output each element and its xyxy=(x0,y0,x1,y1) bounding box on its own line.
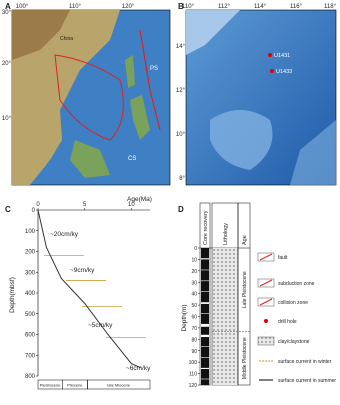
y-tick-label: 400 xyxy=(25,291,36,297)
y-tick-label: 0 xyxy=(194,246,197,252)
y-tick-label: 300 xyxy=(25,270,36,276)
lat-tick: 8° xyxy=(179,176,185,182)
y-tick-label: 200 xyxy=(25,250,36,256)
y-tick-label: 40 xyxy=(191,292,197,298)
lat-tick: 30° xyxy=(2,10,12,16)
x-tick-label: 5 xyxy=(83,202,87,208)
epoch-box xyxy=(87,379,151,390)
y-tick-label: 700 xyxy=(25,353,36,359)
legend-symbol xyxy=(259,298,273,306)
y-axis-label: Depth(mbsf) xyxy=(9,277,16,313)
lat-tick: 14° xyxy=(176,44,186,50)
x-tick-label: 10 xyxy=(128,202,135,208)
column-header: Core recovery xyxy=(203,210,209,245)
legend-label: subduction zone xyxy=(278,281,315,287)
column-header: Lithology xyxy=(223,223,229,245)
lat-tick: 10° xyxy=(2,116,12,122)
lat-tick: 20° xyxy=(2,61,12,67)
legend-label: fault xyxy=(278,255,288,261)
legend-symbol xyxy=(264,319,268,323)
y-tick-label: 50 xyxy=(191,303,197,309)
core xyxy=(201,281,209,292)
lon-tick: 114° xyxy=(254,4,267,10)
legend-symbol xyxy=(257,336,275,346)
lon-tick: 118° xyxy=(324,4,337,10)
core xyxy=(201,270,209,281)
y-tick-label: 100 xyxy=(25,229,36,235)
lon-tick: 100° xyxy=(16,4,29,10)
rate-label: ~20cm/ky xyxy=(50,231,79,238)
core xyxy=(201,337,209,347)
legend-label: surface current in winter xyxy=(278,359,332,365)
core xyxy=(201,326,209,335)
y-tick-label: 90 xyxy=(191,349,197,355)
lat-tick: 12° xyxy=(176,88,186,94)
legend-symbol xyxy=(259,279,273,287)
rate-label: ~9cm/ky xyxy=(70,267,95,274)
legend-label: drill hole xyxy=(278,319,297,325)
y-tick-label: 110 xyxy=(189,372,197,378)
core xyxy=(201,259,209,270)
column-header: Age xyxy=(242,235,248,245)
legend-box xyxy=(257,278,275,288)
y-tick-label: 120 xyxy=(189,383,198,389)
map-a xyxy=(11,9,171,186)
legend-box xyxy=(257,252,275,262)
lon-tick: 116° xyxy=(290,4,303,10)
y-tick-label: 500 xyxy=(25,312,36,318)
y-tick-label: 70 xyxy=(191,326,197,332)
panel-letter: D xyxy=(178,205,184,214)
lon-tick: 110° xyxy=(69,4,82,10)
legend-symbol xyxy=(259,253,273,261)
core xyxy=(201,313,209,324)
y-tick-label: 60 xyxy=(191,315,197,321)
core xyxy=(201,248,209,259)
core xyxy=(201,369,209,379)
panel-letter: C xyxy=(5,205,11,214)
epoch-label: late Miocene xyxy=(107,383,130,388)
y-tick-label: 30 xyxy=(191,280,197,286)
x-tick-label: 0 xyxy=(36,202,40,208)
core xyxy=(201,379,209,385)
core xyxy=(201,357,209,368)
site-label: U1433 xyxy=(276,69,292,75)
age-label: Late Pleistocene xyxy=(242,271,248,308)
map-b xyxy=(185,9,337,186)
y-tick-label: 800 xyxy=(25,374,36,380)
y-tick-label: 80 xyxy=(191,337,197,343)
site-label: U1431 xyxy=(274,53,290,59)
y-axis-label: Depth(m) xyxy=(181,304,188,331)
legend-label: collision zone xyxy=(278,300,308,306)
lon-tick: 120° xyxy=(122,4,135,10)
y-tick-label: 10 xyxy=(191,257,197,263)
core xyxy=(201,346,209,358)
core xyxy=(201,291,209,303)
x-axis-label: Age(Ma) xyxy=(127,196,152,203)
epoch-label: Pleistocene xyxy=(40,383,61,388)
lon-tick: 112° xyxy=(218,4,231,10)
y-tick-label: 600 xyxy=(25,333,36,339)
y-tick-label: 100 xyxy=(189,360,198,366)
rate-label: ~5cm/ky xyxy=(88,322,113,329)
y-tick-label: 20 xyxy=(191,269,197,275)
age-label: Middle Pleistocene xyxy=(242,337,248,379)
panel-letter: B xyxy=(178,2,184,11)
place-label: China xyxy=(60,36,73,42)
rate-label: ~6cm/ky xyxy=(126,365,151,372)
place-label: PS xyxy=(150,66,158,72)
place-label: CS xyxy=(128,156,136,162)
epoch-label: Pliocene xyxy=(67,383,83,388)
legend-label: clay/claystone xyxy=(278,339,310,345)
core xyxy=(201,303,209,314)
lithology-clay xyxy=(212,248,238,385)
y-tick-label: 0 xyxy=(32,208,36,214)
lat-tick: 10° xyxy=(176,132,186,138)
lon-tick: 110° xyxy=(182,4,195,10)
column-frame xyxy=(237,202,251,386)
panel-letter: A xyxy=(5,2,11,11)
age-depth-line xyxy=(37,209,141,369)
legend-box xyxy=(257,297,275,307)
legend-label: surface current in summer xyxy=(278,378,336,384)
